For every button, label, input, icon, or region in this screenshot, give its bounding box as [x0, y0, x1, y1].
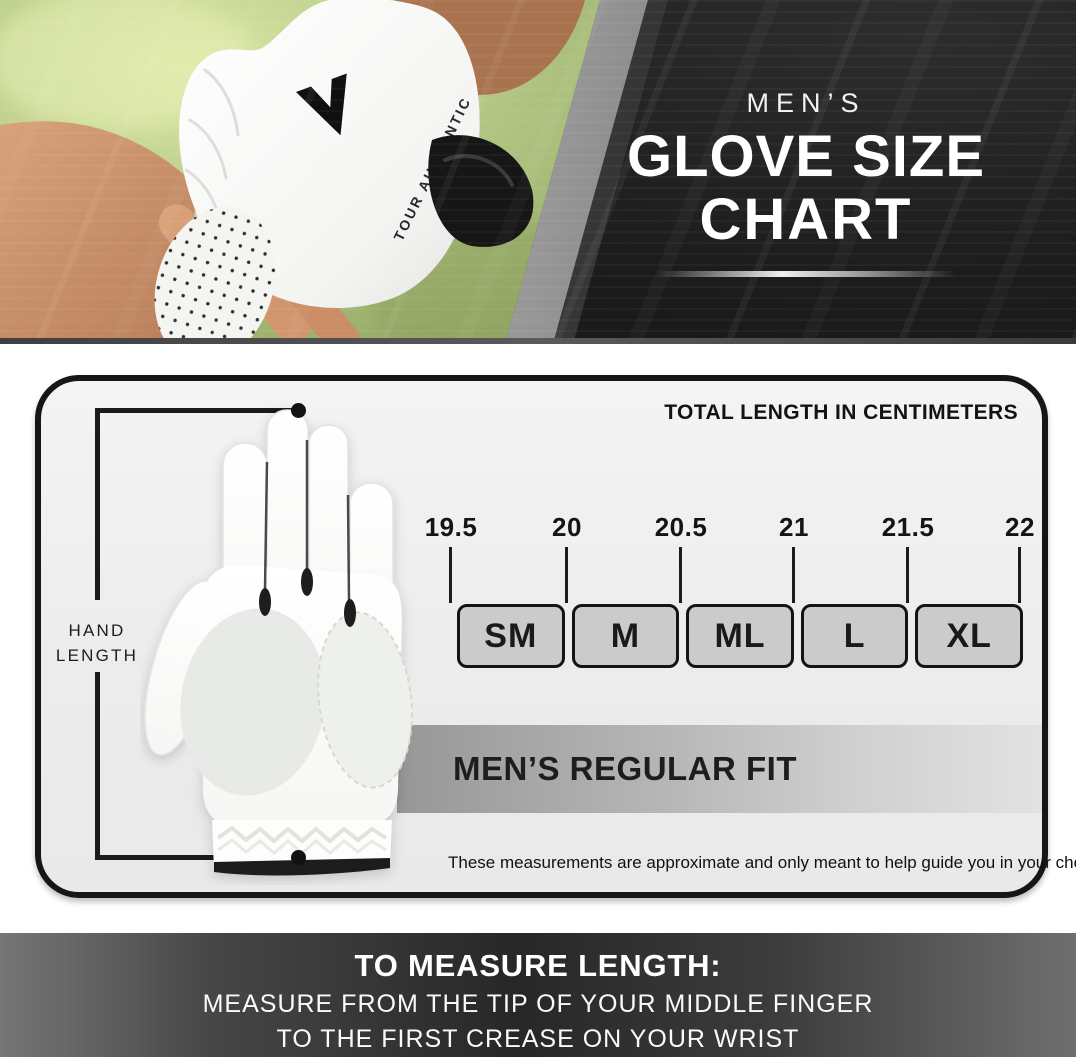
glove-illustration — [144, 409, 413, 876]
bracket-vertical-lower — [95, 672, 100, 860]
hero-title-block: MEN’S GLOVE SIZE CHART — [538, 88, 1074, 277]
cuff-elastic-texture — [216, 825, 388, 844]
hand-length-label: HAND LENGTH — [55, 621, 139, 665]
tick-label: 21.5 — [881, 512, 935, 542]
disclaimer-text: These measurements are approximate and o… — [448, 853, 1076, 872]
tick-line — [565, 547, 568, 603]
palm-patch — [180, 608, 326, 796]
size-box-m: M — [571, 604, 680, 668]
bracket-horizontal-bottom — [95, 855, 298, 860]
glove-cuff-trim — [214, 858, 390, 876]
club-head — [428, 135, 534, 247]
footer-instruction-line1: MEASURE FROM THE TIP OF YOUR MIDDLE FING… — [202, 990, 874, 1018]
tick-line — [1018, 547, 1021, 603]
size-box-xl: XL — [915, 604, 1023, 668]
measure-dot-top — [291, 403, 306, 418]
page-title-line1: GLOVE SIZE — [626, 124, 986, 189]
page-title-line2: CHART — [699, 187, 913, 252]
tick-label: 19.5 — [424, 512, 478, 542]
footer-heading: TO MEASURE LENGTH: — [354, 948, 722, 983]
tick-line — [792, 547, 795, 603]
tick-label: 22 — [1005, 512, 1035, 542]
tick-label: 20.5 — [654, 512, 708, 542]
fit-bar: MEN’S REGULAR FIT — [397, 725, 1042, 813]
size-box-sm: SM — [457, 604, 565, 668]
tick-label: 21 — [779, 512, 809, 542]
bracket-vertical-upper — [95, 408, 100, 600]
size-chart-panel: TOTAL LENGTH IN CENTIMETERS HAND LENGTH … — [35, 375, 1076, 898]
tick-line — [449, 547, 452, 603]
hero-banner: TOUR AUTHENTIC MEN’S GLOVE SIZE CHART — [0, 0, 1076, 344]
tick-label: 20 — [552, 512, 582, 542]
measure-instructions-footer: TO MEASURE LENGTH: MEASURE FROM THE TIP … — [0, 933, 1076, 1057]
size-box-ml: ML — [686, 604, 794, 668]
glove-perforated-patch — [154, 206, 276, 344]
title-divider — [656, 271, 956, 277]
bracket-horizontal-top — [95, 408, 298, 413]
tick-line — [679, 547, 682, 603]
fit-label: MEN’S REGULAR FIT — [453, 750, 797, 787]
measure-dot-bottom — [291, 850, 306, 865]
finger-slits — [259, 440, 356, 627]
scale-heading: TOTAL LENGTH IN CENTIMETERS — [664, 401, 1018, 424]
footer-instruction-line2: TO THE FIRST CREASE ON YOUR WRIST — [276, 1025, 800, 1053]
tick-line — [906, 547, 909, 603]
hero-bottom-edge — [0, 338, 1076, 344]
callaway-chevron-icon — [292, 70, 350, 140]
size-box-row: SM M ML L XL — [457, 604, 1023, 668]
hero-eyebrow: MEN’S — [746, 88, 866, 118]
size-box-l: L — [800, 604, 909, 668]
